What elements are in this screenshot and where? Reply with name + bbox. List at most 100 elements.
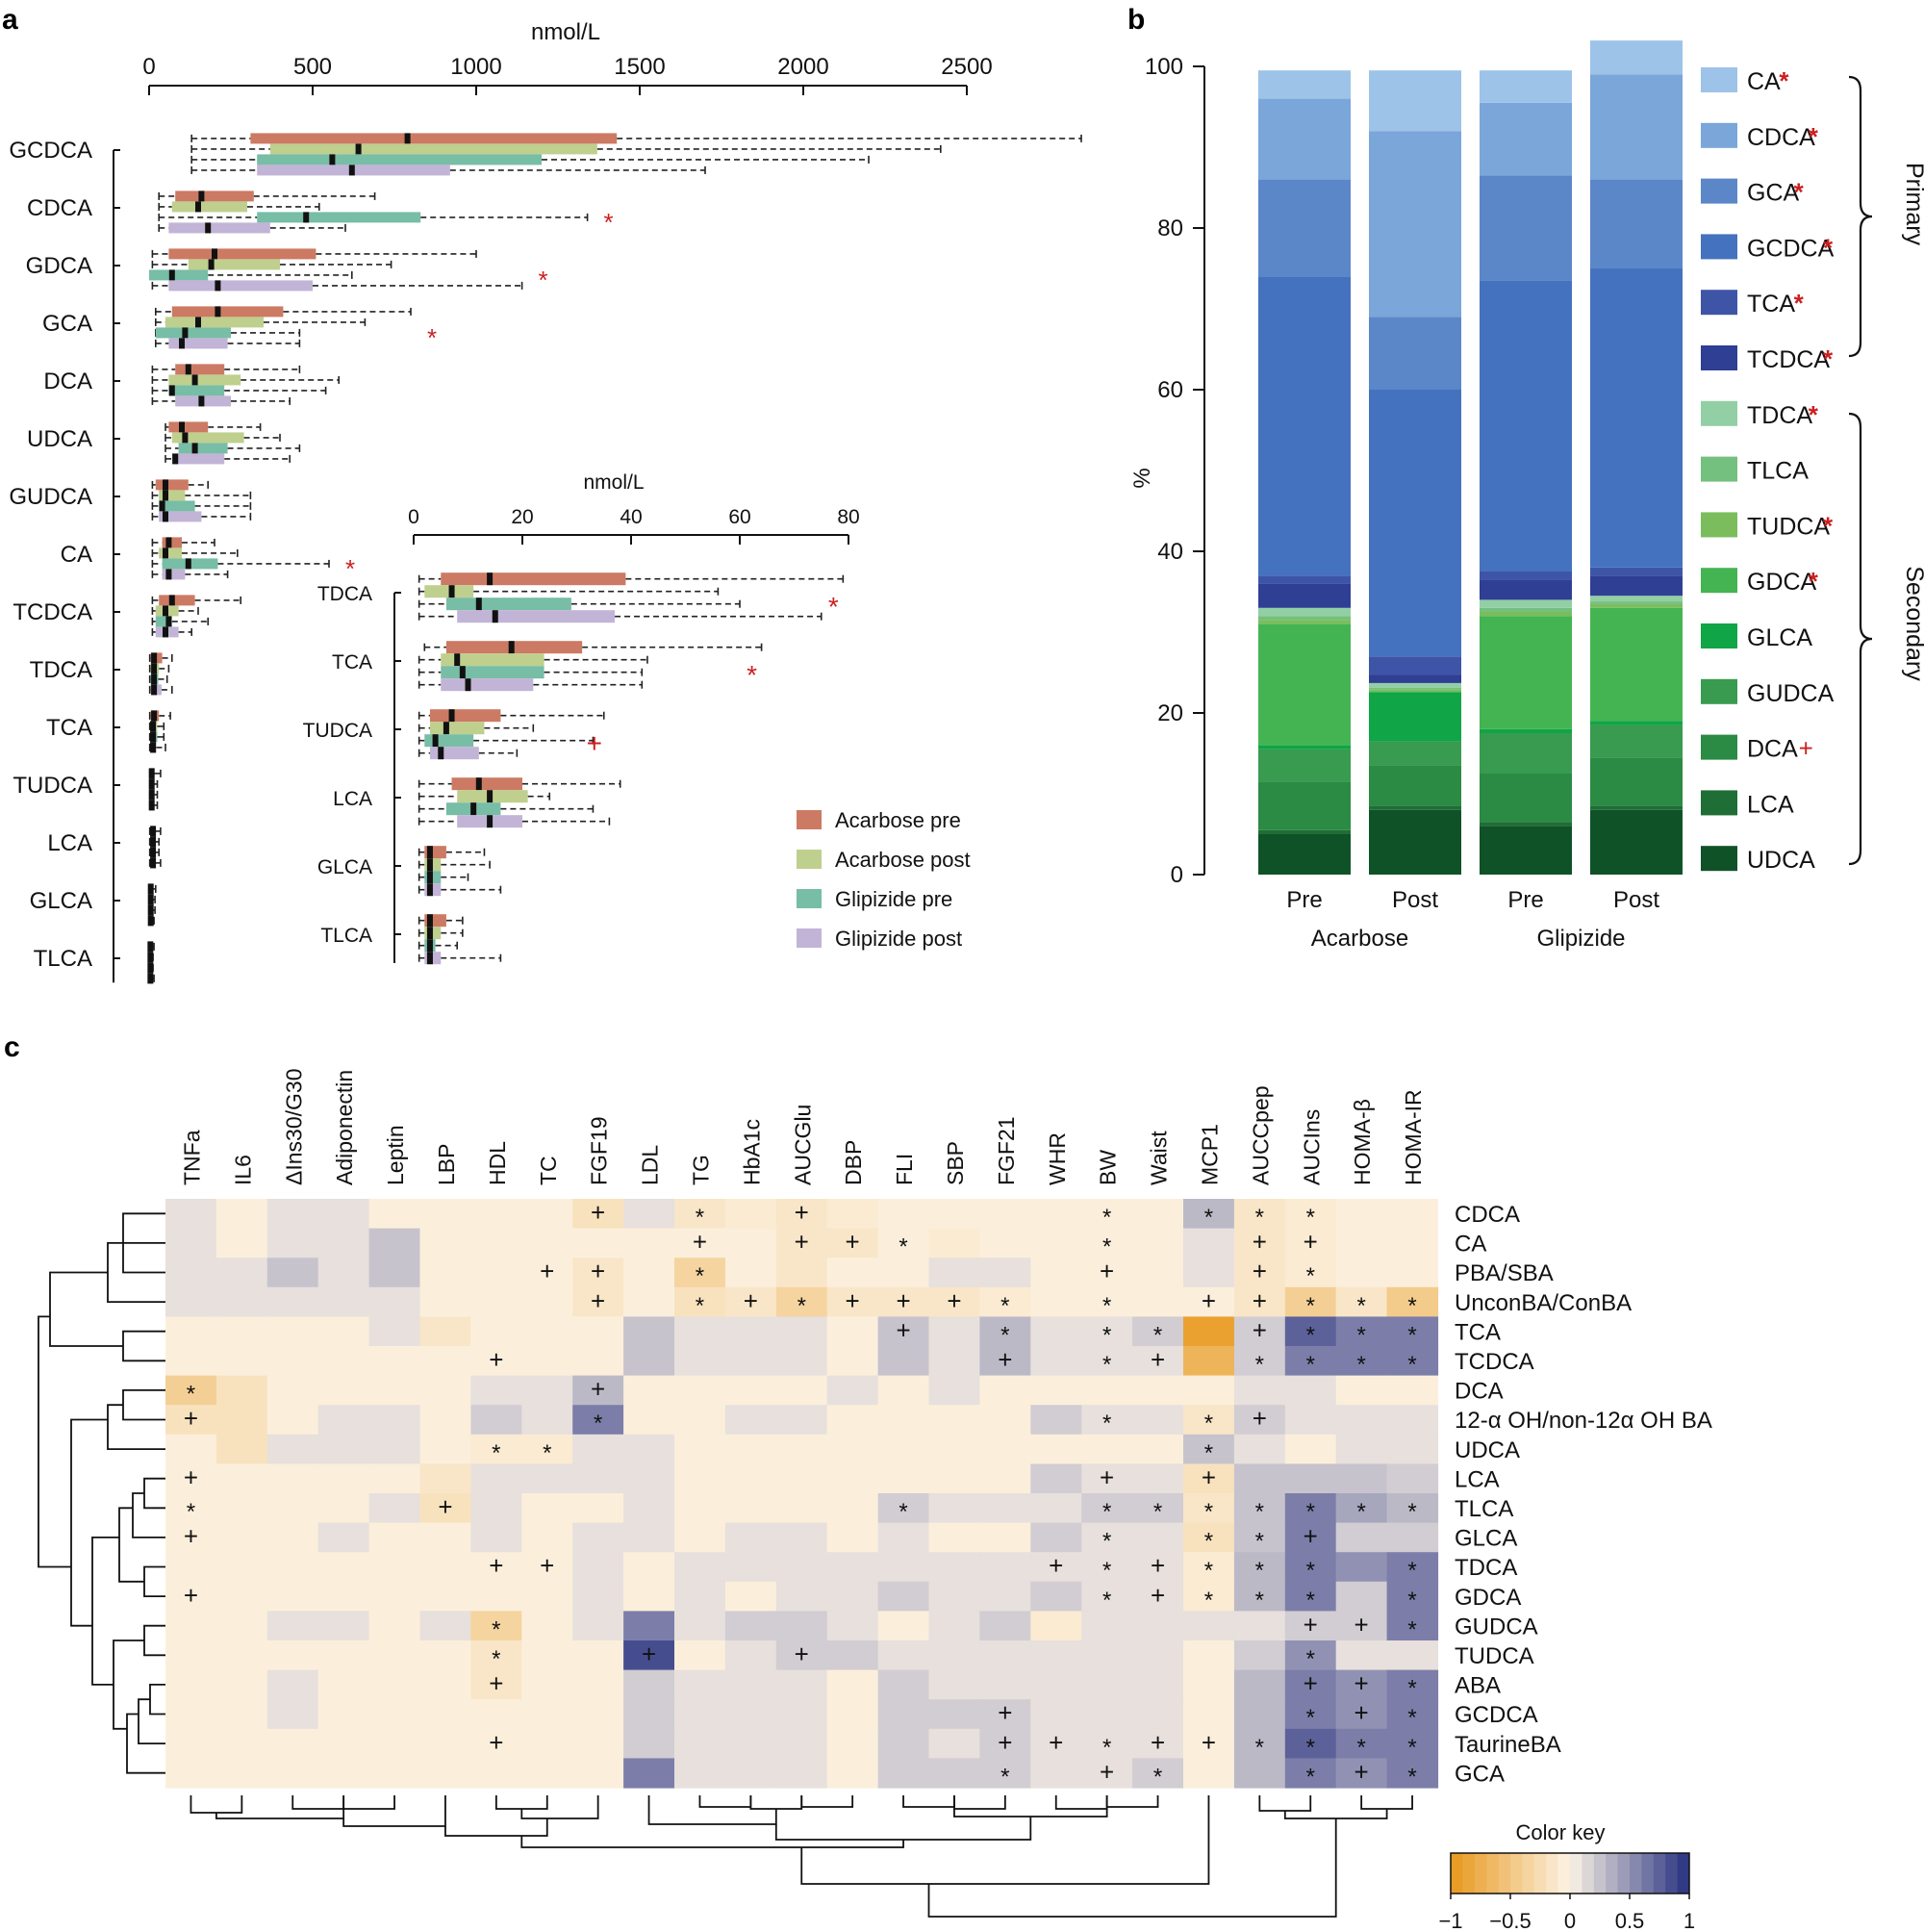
bar-segment-tlca (1590, 601, 1683, 604)
color-key-step (1486, 1853, 1500, 1894)
heatmap-cell (674, 1375, 726, 1406)
heatmap-cell (521, 1316, 573, 1347)
heatmap-cell (1284, 1434, 1337, 1464)
heatmap-cell (215, 1375, 268, 1406)
heatmap-cell (674, 1640, 726, 1671)
heatmap-cell (165, 1316, 217, 1347)
cell-mark: * (1407, 1293, 1416, 1319)
box-1 (171, 201, 247, 213)
row-label: LCA (1455, 1466, 1500, 1492)
heatmap-cell (1335, 1640, 1388, 1671)
heatmap-cell (419, 1258, 471, 1288)
heatmap-cell (724, 1463, 777, 1494)
cell-mark: + (184, 1462, 198, 1491)
median-mark (215, 306, 221, 318)
y-tick-label: 100 (1145, 54, 1183, 80)
heatmap-cell (572, 1728, 624, 1759)
bar-segment-gudca (1590, 724, 1683, 758)
column-label: IL6 (230, 1155, 255, 1185)
row-label: CA (1455, 1232, 1486, 1258)
heatmap-cell (979, 1346, 1031, 1377)
heatmap-cell (674, 1346, 726, 1377)
row-dendrogram-branch (149, 1684, 165, 1716)
box-2 (257, 154, 542, 165)
column-dendrogram-branch (902, 1795, 955, 1808)
heatmap-cell (1030, 1228, 1082, 1258)
heatmap-cell (724, 1728, 777, 1759)
median-mark (147, 883, 154, 895)
box-0 (159, 595, 195, 606)
color-key-step (1546, 1853, 1559, 1894)
median-mark (163, 479, 168, 491)
column-dendrogram-branch (291, 1795, 345, 1810)
heatmap-cell (572, 1199, 624, 1230)
heatmap-cell (623, 1522, 675, 1553)
legend-swatch-tudca (1701, 512, 1737, 538)
heatmap-cell (266, 1346, 319, 1377)
heatmap-cell (266, 1463, 319, 1494)
heatmap-cell (419, 1434, 471, 1464)
box-3 (171, 453, 225, 465)
legend-swatch-gcdca (1701, 234, 1737, 260)
legend-star: * (1794, 289, 1805, 318)
cell-mark: * (1000, 1764, 1009, 1790)
bar-segment-lca (1258, 829, 1351, 834)
heatmap-cell (979, 1640, 1031, 1671)
significance-mark: * (604, 208, 614, 237)
bar-segment-cdca (1590, 74, 1683, 180)
median-mark (198, 395, 205, 407)
heatmap-cell (165, 1669, 217, 1700)
heatmap-cell (1183, 1375, 1235, 1406)
bar-segment-lca (1369, 805, 1461, 810)
cell-mark: * (1407, 1499, 1416, 1525)
cell-mark: * (1407, 1735, 1416, 1761)
bar-segment-gca (1480, 175, 1572, 281)
heatmap-cell (317, 1611, 370, 1641)
cell-mark: * (1407, 1705, 1416, 1731)
row-label: GCA (1455, 1761, 1505, 1787)
heatmap-cell (266, 1669, 319, 1700)
heatmap-cell (979, 1405, 1031, 1436)
heatmap-cell (266, 1258, 319, 1288)
heatmap-cell (521, 1758, 573, 1789)
heatmap-cell (165, 1581, 217, 1612)
heatmap-cell (724, 1640, 777, 1671)
cell-mark: * (1255, 1558, 1264, 1584)
category-label: TLCA (320, 925, 372, 947)
row-dendrogram-branch (91, 1537, 119, 1686)
heatmap-cell (724, 1346, 777, 1377)
heatmap-cell (215, 1463, 268, 1494)
column-dendrogram-branch (1360, 1795, 1413, 1810)
legend-label: DCA (1747, 736, 1798, 763)
heatmap-cell (1081, 1611, 1133, 1641)
row-label: GDCA (1455, 1585, 1521, 1611)
column-label: TNFa (179, 1130, 204, 1185)
median-mark (426, 927, 433, 940)
heatmap-cell (1386, 1199, 1439, 1230)
column-dendrogram-branch (342, 1795, 446, 1827)
heatmap-cell (1284, 1728, 1337, 1759)
median-mark (182, 327, 189, 339)
heatmap-cell (1284, 1346, 1337, 1377)
bar-segment-gdca (1258, 623, 1351, 746)
box-3 (162, 569, 186, 580)
significance-mark: * (345, 554, 355, 583)
heatmap-cell (1081, 1640, 1133, 1671)
cell-mark: * (696, 1263, 704, 1289)
median-mark (182, 432, 189, 444)
heatmap-cell (979, 1316, 1031, 1347)
column-dendrogram-branch (647, 1795, 777, 1825)
heatmap-cell (1335, 1286, 1388, 1317)
heatmap-cell (521, 1669, 573, 1700)
heatmap-cell (1081, 1758, 1133, 1789)
cell-mark: * (492, 1646, 500, 1672)
cell-mark: * (1102, 1322, 1111, 1348)
cell-mark: + (1100, 1462, 1114, 1491)
legend-label: Acarbose pre (835, 808, 961, 832)
legend-star: * (1809, 400, 1819, 429)
heatmap-cell (266, 1611, 319, 1641)
heatmap-cell (623, 1286, 675, 1317)
heatmap-cell (877, 1228, 930, 1258)
heatmap-cell (419, 1346, 471, 1377)
median-mark (475, 777, 482, 791)
